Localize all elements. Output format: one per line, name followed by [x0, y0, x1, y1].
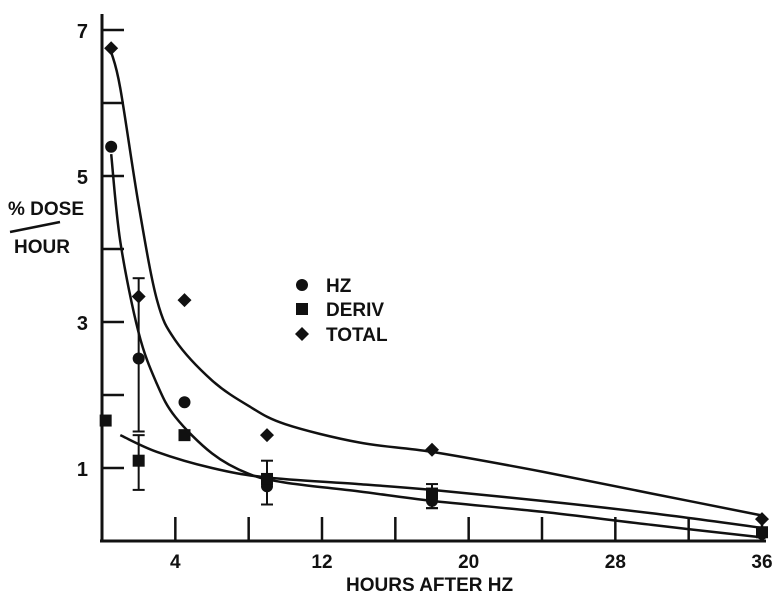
axes-group: 1 3 5 7 4 12 20 28 36 — [77, 14, 773, 573]
data-point-hz — [132, 352, 145, 365]
data-point-total — [755, 512, 769, 527]
data-point-total — [177, 293, 192, 308]
x-axis-title: HOURS AFTER HZ — [346, 575, 514, 595]
legend-label-hz: HZ — [326, 276, 352, 297]
x-tick-label: 12 — [311, 552, 332, 573]
data-point-deriv — [756, 526, 768, 539]
fit-curve-hz — [109, 153, 763, 539]
error-bars-group — [132, 277, 438, 510]
legend-marker-deriv — [296, 303, 308, 315]
y-axis-title-numerator: % DOSE — [8, 199, 84, 220]
legend-marker-hz — [296, 279, 308, 291]
y-axis-title-denominator: HOUR — [14, 237, 70, 258]
x-tick-label: 36 — [751, 552, 772, 573]
y-tick-label: 5 — [77, 167, 88, 189]
data-point-hz — [178, 396, 191, 409]
y-axis-title-fraction-bar — [9, 220, 61, 234]
data-point-deriv — [99, 414, 112, 427]
legend-label-deriv: DERIV — [326, 300, 384, 321]
data-point-deriv — [178, 429, 191, 442]
y-tick-label: 1 — [77, 459, 88, 481]
fit-curves-group — [109, 51, 763, 539]
y-tick-label: 3 — [77, 313, 88, 335]
data-point-total — [425, 442, 439, 457]
fit-curve-deriv — [119, 433, 763, 530]
legend-label-total: TOTAL — [326, 325, 388, 346]
data-point-deriv — [132, 454, 145, 467]
x-tick-label: 4 — [170, 552, 181, 573]
x-tick-label: 28 — [605, 552, 626, 573]
data-point-hz — [105, 140, 118, 153]
data-point-total — [104, 41, 119, 56]
data-point-total — [260, 428, 274, 443]
legend: HZ DERIV TOTAL — [295, 276, 388, 346]
data-point-deriv — [261, 472, 273, 485]
fit-curve-total — [109, 51, 763, 517]
data-point-deriv — [426, 487, 438, 500]
legend-marker-total — [295, 327, 309, 341]
y-tick-label: 7 — [77, 21, 88, 43]
x-tick-label: 20 — [458, 552, 479, 573]
data-point-total — [131, 289, 146, 304]
data-points-group — [99, 41, 769, 540]
